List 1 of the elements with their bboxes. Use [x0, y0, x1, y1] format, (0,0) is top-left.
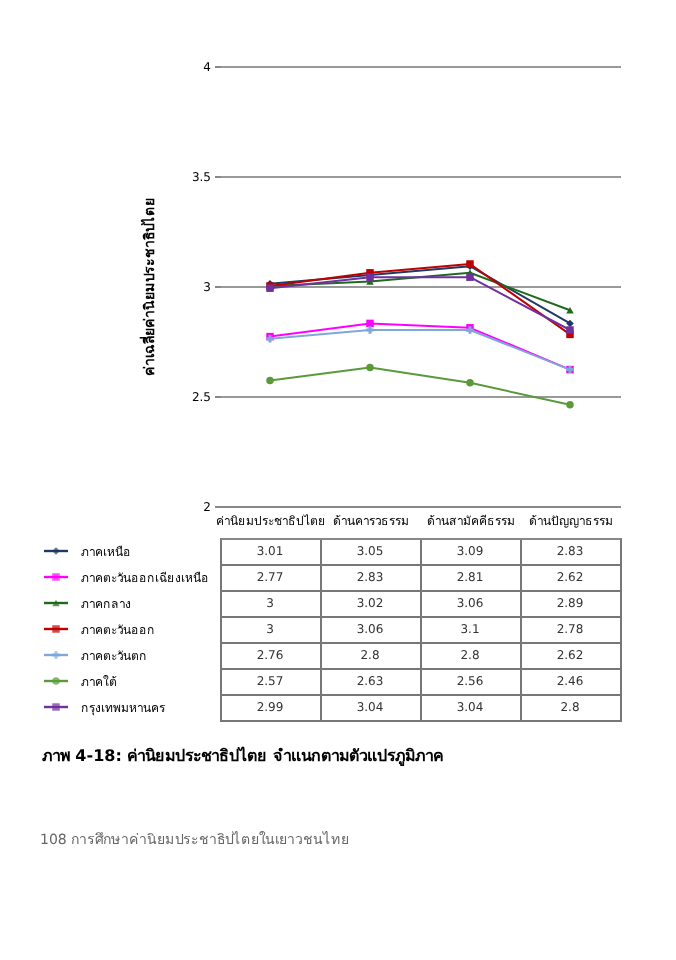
- text: ภาพ 4-18: ค่านิยมประชาธิปไตย จำแนกตามตัวแปรภูมิภาค: [41, 745, 443, 767]
